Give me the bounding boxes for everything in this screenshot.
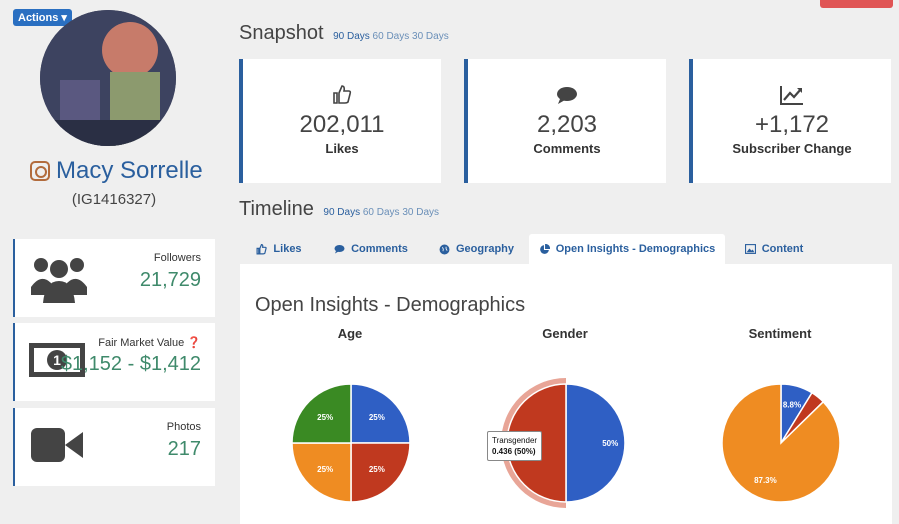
- stat-followers: Followers 21,729: [13, 239, 215, 317]
- tooltip-value: 0.436 (50%): [492, 447, 536, 456]
- pie-slice[interactable]: [565, 383, 626, 503]
- slice-label: 25%: [317, 413, 333, 422]
- likes-label: Likes: [325, 141, 359, 156]
- video-icon: [31, 426, 83, 469]
- tab-label: Geography: [455, 243, 515, 255]
- image-icon: [744, 244, 756, 254]
- pie-slice[interactable]: [721, 383, 841, 503]
- chart-tooltip: Transgender 0.436 (50%): [487, 431, 543, 461]
- tab-content[interactable]: Content: [725, 234, 823, 264]
- stat-value: $1,152 - $1,412: [60, 353, 201, 375]
- comment-icon: [468, 85, 666, 107]
- pie-charts: 25% 25% 25% 25% 50% 8.8% 87.3%: [291, 378, 841, 508]
- pie-slice[interactable]: [350, 442, 411, 503]
- globe-icon: [439, 244, 450, 254]
- range-30-days[interactable]: 30 Days: [402, 207, 440, 218]
- snapshot-heading: Snapshot 90 Days 60 Days 30 Days: [239, 22, 449, 45]
- slice-label: 50%: [602, 439, 618, 448]
- comments-label: Comments: [533, 141, 601, 156]
- actions-button[interactable]: Actions ▾: [13, 9, 72, 26]
- tab-open-insights-demographics[interactable]: Open Insights - Demographics: [529, 234, 725, 264]
- tab-label: Comments: [351, 243, 408, 255]
- chart-title-gender: Gender: [542, 326, 588, 341]
- subscriber-label: Subscriber Change: [732, 141, 852, 156]
- slice-label: 87.3%: [754, 476, 777, 485]
- slice-label: 25%: [369, 413, 385, 422]
- thumbs-up-icon: [256, 243, 268, 255]
- avatar: [40, 10, 176, 146]
- stat-label: Fair Market Value ❓: [98, 337, 201, 349]
- slice-label: 8.8%: [783, 400, 801, 409]
- stat-label: Photos: [166, 421, 201, 433]
- comments-value: 2,203: [536, 111, 598, 138]
- timeline-tabs: Likes Comments Geography Open Insights -…: [240, 234, 823, 264]
- tab-geography[interactable]: Geography: [424, 234, 529, 264]
- demographics-panel: Open Insights - Demographics Age Gender …: [240, 264, 892, 524]
- stat-photos: Photos 217: [13, 408, 215, 486]
- stat-value: 217: [167, 438, 201, 460]
- snapshot-comments-card: 2,203 Comments: [464, 59, 666, 183]
- timeline-heading: Timeline 90 Days 60 Days 30 Days: [239, 198, 439, 221]
- tab-label: Content: [761, 243, 804, 255]
- pie-slice[interactable]: [350, 383, 411, 444]
- money-icon: 1: [29, 341, 85, 384]
- range-30-days[interactable]: 30 Days: [412, 31, 449, 42]
- slice-label: 25%: [317, 465, 333, 474]
- snapshot-likes-card: 202,011 Likes: [239, 59, 441, 183]
- top-action-button[interactable]: [820, 0, 893, 8]
- profile-name-text: Macy Sorrelle: [56, 157, 203, 184]
- snapshot-subscriber-card: +1,172 Subscriber Change: [689, 59, 891, 183]
- slice-label: 25%: [369, 465, 385, 474]
- tab-comments[interactable]: Comments: [318, 234, 424, 264]
- range-90-days[interactable]: 90 Days: [333, 31, 370, 42]
- svg-text:1: 1: [53, 352, 61, 368]
- snapshot-title: Snapshot: [239, 22, 324, 44]
- range-60-days[interactable]: 60 Days: [362, 207, 400, 218]
- tab-label: Likes: [273, 243, 302, 255]
- instagram-icon: [30, 161, 50, 181]
- panel-title: Open Insights - Demographics: [255, 294, 526, 316]
- profile-id: (IG1416327): [71, 191, 157, 208]
- tab-likes[interactable]: Likes: [240, 234, 318, 264]
- profile-name[interactable]: Macy Sorrelle: [30, 157, 210, 185]
- users-icon: [31, 253, 87, 308]
- tooltip-label: Transgender: [492, 436, 538, 445]
- range-90-days[interactable]: 90 Days: [323, 207, 361, 218]
- chart-title-sentiment: Sentiment: [748, 326, 812, 341]
- likes-value: 202,011: [299, 111, 385, 138]
- tab-label: Open Insights - Demographics: [555, 243, 716, 255]
- subscriber-value: +1,172: [754, 111, 830, 138]
- range-60-days[interactable]: 60 Days: [372, 31, 410, 42]
- stat-fair-market-value: 1 Fair Market Value ❓ $1,152 - $1,412: [13, 323, 215, 401]
- comment-icon: [334, 245, 345, 254]
- pie-slice[interactable]: [291, 442, 352, 503]
- chart-title-age: Age: [337, 326, 363, 341]
- pie-slice[interactable]: [291, 383, 352, 444]
- stat-label: Followers: [153, 252, 201, 264]
- pie-chart-icon: [539, 243, 550, 254]
- stat-value: 21,729: [139, 269, 201, 291]
- line-chart-icon: [693, 85, 891, 107]
- thumbs-up-icon: [243, 85, 441, 107]
- timeline-title: Timeline: [239, 198, 314, 220]
